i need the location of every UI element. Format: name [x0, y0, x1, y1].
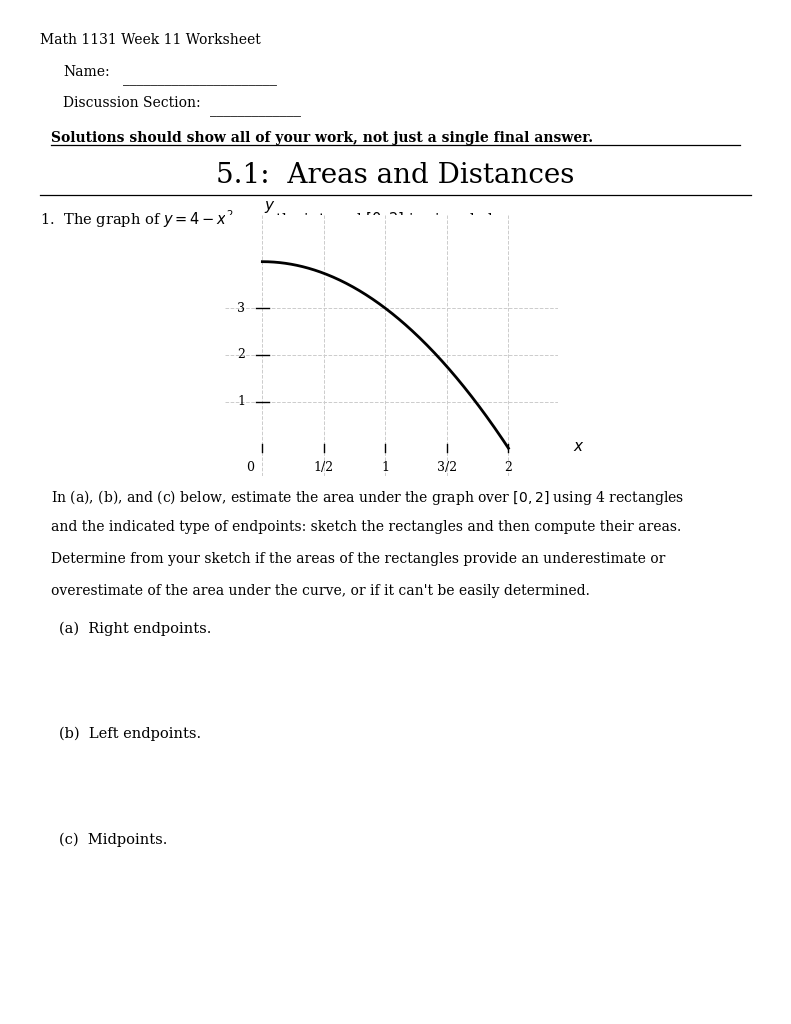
Text: Discussion Section:: Discussion Section:: [63, 96, 201, 111]
Text: 2: 2: [505, 461, 513, 474]
Text: and the indicated type of endpoints: sketch the rectangles and then compute thei: and the indicated type of endpoints: ske…: [51, 520, 682, 535]
Text: 3/2: 3/2: [437, 461, 457, 474]
Text: overestimate of the area under the curve, or if it can't be easily determined.: overestimate of the area under the curve…: [51, 584, 590, 598]
Text: $x$: $x$: [573, 440, 585, 455]
Text: In (a), (b), and (c) below, estimate the area under the graph over $[0, 2]$ usin: In (a), (b), and (c) below, estimate the…: [51, 488, 684, 508]
Text: 1: 1: [381, 461, 389, 474]
Text: 1.  The graph of $y = 4 - x^2$ over the interval $[0, 2]$ is given below.: 1. The graph of $y = 4 - x^2$ over the i…: [40, 208, 519, 229]
Text: Name:: Name:: [63, 65, 110, 79]
Text: _____________: _____________: [210, 103, 301, 118]
Text: (b)  Left endpoints.: (b) Left endpoints.: [59, 727, 202, 741]
Text: ______________________: ______________________: [123, 72, 277, 86]
Text: (c)  Midpoints.: (c) Midpoints.: [59, 833, 168, 847]
Text: $y$: $y$: [264, 199, 275, 215]
Text: 2: 2: [237, 348, 245, 361]
Text: Determine from your sketch if the areas of the rectangles provide an underestima: Determine from your sketch if the areas …: [51, 552, 666, 566]
Text: 1/2: 1/2: [314, 461, 334, 474]
Text: 0: 0: [246, 461, 254, 474]
Text: Math 1131 Week 11 Worksheet: Math 1131 Week 11 Worksheet: [40, 33, 260, 47]
Text: 5.1:  Areas and Distances: 5.1: Areas and Distances: [216, 162, 575, 188]
Text: (a)  Right endpoints.: (a) Right endpoints.: [59, 622, 212, 636]
Text: 3: 3: [237, 302, 245, 314]
Text: 1: 1: [237, 395, 245, 408]
Text: Solutions should show all of your work, not just a single final answer.: Solutions should show all of your work, …: [51, 131, 593, 145]
